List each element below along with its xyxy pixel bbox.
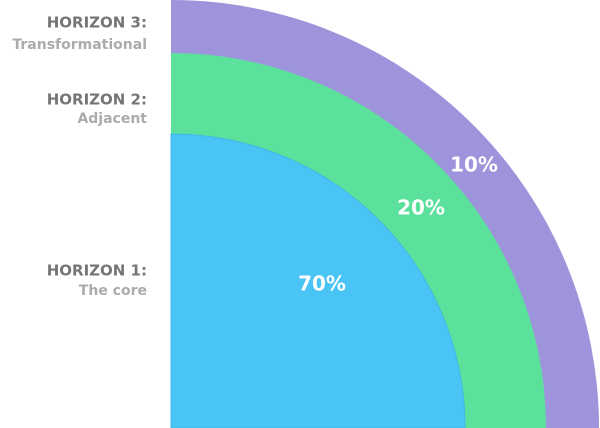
horizon-title: HORIZON 3:	[47, 14, 147, 32]
horizon-title: HORIZON 1:	[47, 262, 147, 280]
horizon-subtitle: Adjacent	[77, 111, 147, 127]
horizon-subtitle: Transformational	[12, 37, 147, 53]
share-label: 10%	[450, 153, 498, 177]
horizon-title: HORIZON 2:	[47, 91, 147, 109]
horizon-subtitle: The core	[79, 283, 147, 299]
horizon-1-arc	[170, 133, 466, 428]
share-label: 70%	[298, 272, 346, 296]
share-label: 20%	[397, 196, 445, 220]
